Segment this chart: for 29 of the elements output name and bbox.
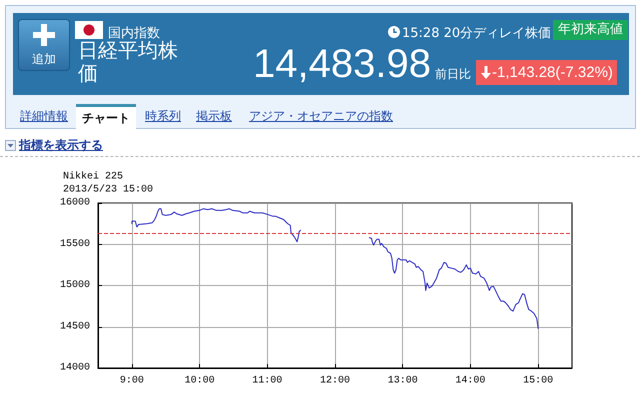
- text: 国内指数: [108, 25, 160, 41]
- chart-title: Nikkei 225: [63, 170, 124, 182]
- text: 15:28 20分ディレイ株価: [402, 25, 552, 42]
- x-tick-label: 13:00: [388, 376, 418, 386]
- text: 時系列: [145, 108, 181, 125]
- text: 日経平均株価: [78, 38, 179, 85]
- y-tick-label: 15000: [60, 280, 90, 291]
- y-tick-label: 16000: [60, 198, 90, 208]
- text: 年初来高値: [553, 20, 628, 40]
- text: 前日比: [435, 66, 471, 83]
- text: 14,483.98: [253, 42, 431, 87]
- text: 掲示板: [196, 108, 232, 125]
- x-tick-label: 11:00: [252, 376, 282, 386]
- chart-subtitle: 2013/5/23 15:00: [63, 184, 154, 196]
- text: 指標を表示する: [19, 137, 103, 154]
- x-tick-label: 10:00: [184, 376, 215, 386]
- x-tick-label: 9:00: [120, 376, 144, 386]
- text: -1,143.28(-7.32%): [476, 60, 617, 85]
- x-tick-label: 15:00: [523, 376, 554, 386]
- text: 追加: [31, 51, 57, 68]
- y-tick-label: 14000: [60, 362, 90, 374]
- text: 詳細情報: [20, 108, 68, 125]
- y-tick-label: 14500: [60, 321, 90, 332]
- add-button[interactable]: [18, 19, 70, 71]
- x-tick-label: 14:00: [455, 376, 486, 386]
- text: チャート: [76, 104, 136, 129]
- y-tick-label: 15500: [60, 238, 90, 250]
- text: アジア・オセアニアの指数: [249, 108, 393, 125]
- x-tick-label: 12:00: [320, 376, 350, 386]
